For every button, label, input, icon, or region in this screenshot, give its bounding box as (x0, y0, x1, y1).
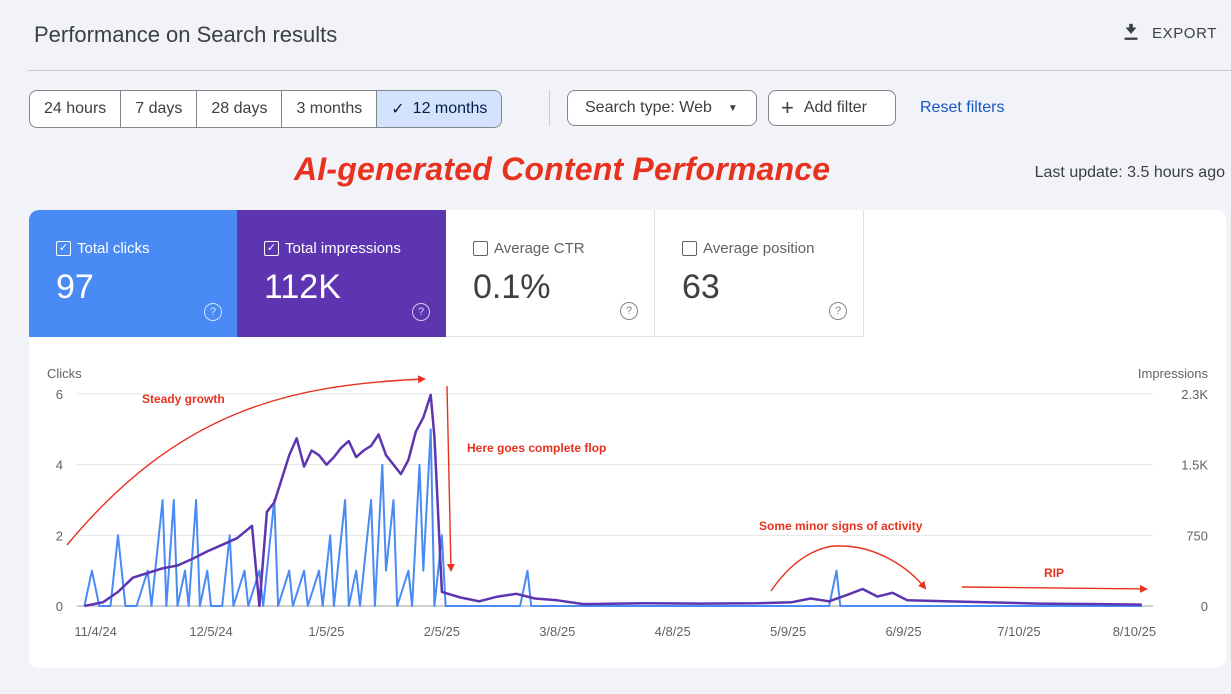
add-filter-label: Add filter (803, 99, 867, 116)
impressions-series-line (84, 393, 1142, 608)
help-icon[interactable]: ? (620, 302, 638, 320)
checkbox-checked-icon: ✓ (264, 241, 279, 256)
metric-card-average-ctr[interactable]: Average CTR 0.1% ? (446, 210, 655, 337)
metric-value: 0.1% (473, 268, 551, 306)
x-tick-label: 2/5/25 (424, 624, 460, 639)
y-left-axis-label: Clicks (47, 366, 82, 381)
metric-label-row: ✓ Total clicks (56, 240, 150, 257)
y-left-tick-label: 4 (56, 458, 63, 473)
y-right-tick-label: 750 (1186, 528, 1208, 543)
x-tick-label: 6/9/25 (885, 624, 921, 639)
metric-label: Average CTR (494, 240, 585, 257)
x-tick-label: 8/10/25 (1113, 624, 1156, 639)
plus-icon: + (781, 95, 794, 120)
header: Performance on Search results EXPORT (0, 0, 1231, 72)
range-label: 24 hours (44, 100, 107, 117)
y-right-tick-label: 0 (1201, 599, 1208, 614)
checkbox-unchecked-icon (473, 241, 488, 256)
metric-card-total-clicks[interactable]: ✓ Total clicks 97 ? (29, 210, 238, 337)
annotation-rip: RIP (1044, 566, 1064, 580)
check-icon: ✓ (391, 101, 405, 118)
metric-label-row: Average position (682, 240, 814, 257)
page-title: Performance on Search results (34, 22, 338, 47)
y-ticks: 0 2 4 6 0 750 1.5K 2.3K (56, 387, 1209, 614)
date-range-selector: 24 hours 7 days 28 days 3 months ✓ 12 mon… (29, 90, 503, 128)
annotations: Steady growth Here goes complete flop Some… (66, 375, 1148, 593)
help-icon[interactable]: ? (412, 303, 430, 321)
help-icon[interactable]: ? (204, 303, 222, 321)
y-right-axis-label: Impressions (1138, 366, 1209, 381)
clicks-series-line (83, 428, 1142, 607)
metric-label-row: ✓ Total impressions (264, 240, 401, 257)
metric-value: 112K (264, 268, 341, 306)
range-24-hours[interactable]: 24 hours (30, 91, 122, 127)
growth-arrow (66, 375, 426, 546)
x-tick-label: 3/8/25 (539, 624, 575, 639)
metric-card-total-impressions[interactable]: ✓ Total impressions 112K ? (237, 210, 446, 337)
range-12-months[interactable]: ✓ 12 months (377, 91, 502, 127)
range-label: 28 days (211, 100, 268, 117)
range-label: 12 months (412, 100, 488, 117)
range-label: 3 months (296, 100, 363, 117)
y-left-tick-label: 2 (56, 528, 63, 543)
x-tick-label: 1/5/25 (308, 624, 344, 639)
y-right-tick-label: 2.3K (1181, 387, 1208, 402)
annotation-steady-growth: Steady growth (142, 392, 225, 406)
activity-arrow (770, 545, 927, 592)
metric-value: 97 (56, 268, 94, 306)
range-3-months[interactable]: 3 months (282, 91, 378, 127)
range-label: 7 days (135, 100, 183, 117)
checkbox-checked-icon: ✓ (56, 241, 71, 256)
help-icon[interactable]: ? (829, 302, 847, 320)
download-icon (1124, 23, 1138, 40)
reset-filters-link[interactable]: Reset filters (920, 99, 1005, 116)
search-type-label: Search type: Web (585, 99, 712, 116)
series-lines (83, 393, 1142, 608)
metric-card-average-position[interactable]: Average position 63 ? (655, 210, 864, 337)
rip-arrow (961, 584, 1148, 593)
flop-arrow (446, 385, 455, 572)
metric-label: Average position (703, 240, 815, 257)
range-7-days[interactable]: 7 days (121, 91, 198, 127)
export-button[interactable]: EXPORT (1120, 22, 1217, 44)
export-label: EXPORT (1151, 24, 1217, 42)
caret-down-icon: ▼ (727, 102, 738, 114)
metric-label: Total clicks (77, 240, 150, 257)
x-tick-label: 11/4/24 (74, 624, 116, 639)
overlay-title: AI-generated Content Performance (294, 151, 831, 187)
x-ticks: 11/4/24 12/5/24 1/5/25 2/5/25 3/8/25 4/8/25 5/… (74, 624, 1156, 639)
search-type-dropdown[interactable]: Search type: Web ▼ (567, 90, 757, 126)
header-divider (28, 70, 1231, 71)
last-update: Last update: 3.5 hours ago (1034, 164, 1225, 181)
checkbox-unchecked-icon (682, 241, 697, 256)
x-tick-label: 7/10/25 (997, 624, 1040, 639)
y-left-tick-label: 6 (56, 387, 63, 402)
x-tick-label: 4/8/25 (655, 624, 691, 639)
range-28-days[interactable]: 28 days (197, 91, 283, 127)
y-left-tick-label: 0 (56, 599, 63, 614)
performance-chart: Clicks Impressions 0 2 4 6 0 750 1.5K 2.3K 11/4… (47, 366, 1209, 639)
annotation-minor-activity: Some minor signs of activity (759, 519, 923, 533)
add-filter-button[interactable]: + Add filter (768, 90, 896, 126)
y-right-tick-label: 1.5K (1181, 458, 1208, 473)
metric-value: 63 (682, 268, 720, 306)
annotation-flop: Here goes complete flop (467, 441, 606, 455)
metric-label-row: Average CTR (473, 240, 585, 257)
x-tick-label: 12/5/24 (189, 624, 232, 639)
filter-divider (549, 90, 550, 126)
x-tick-label: 5/9/25 (770, 624, 806, 639)
grid-lines (77, 393, 1153, 607)
metric-label: Total impressions (285, 240, 401, 257)
performance-panel: ✓ Total clicks 97 ? ✓ Total impressions 11… (29, 210, 1226, 668)
